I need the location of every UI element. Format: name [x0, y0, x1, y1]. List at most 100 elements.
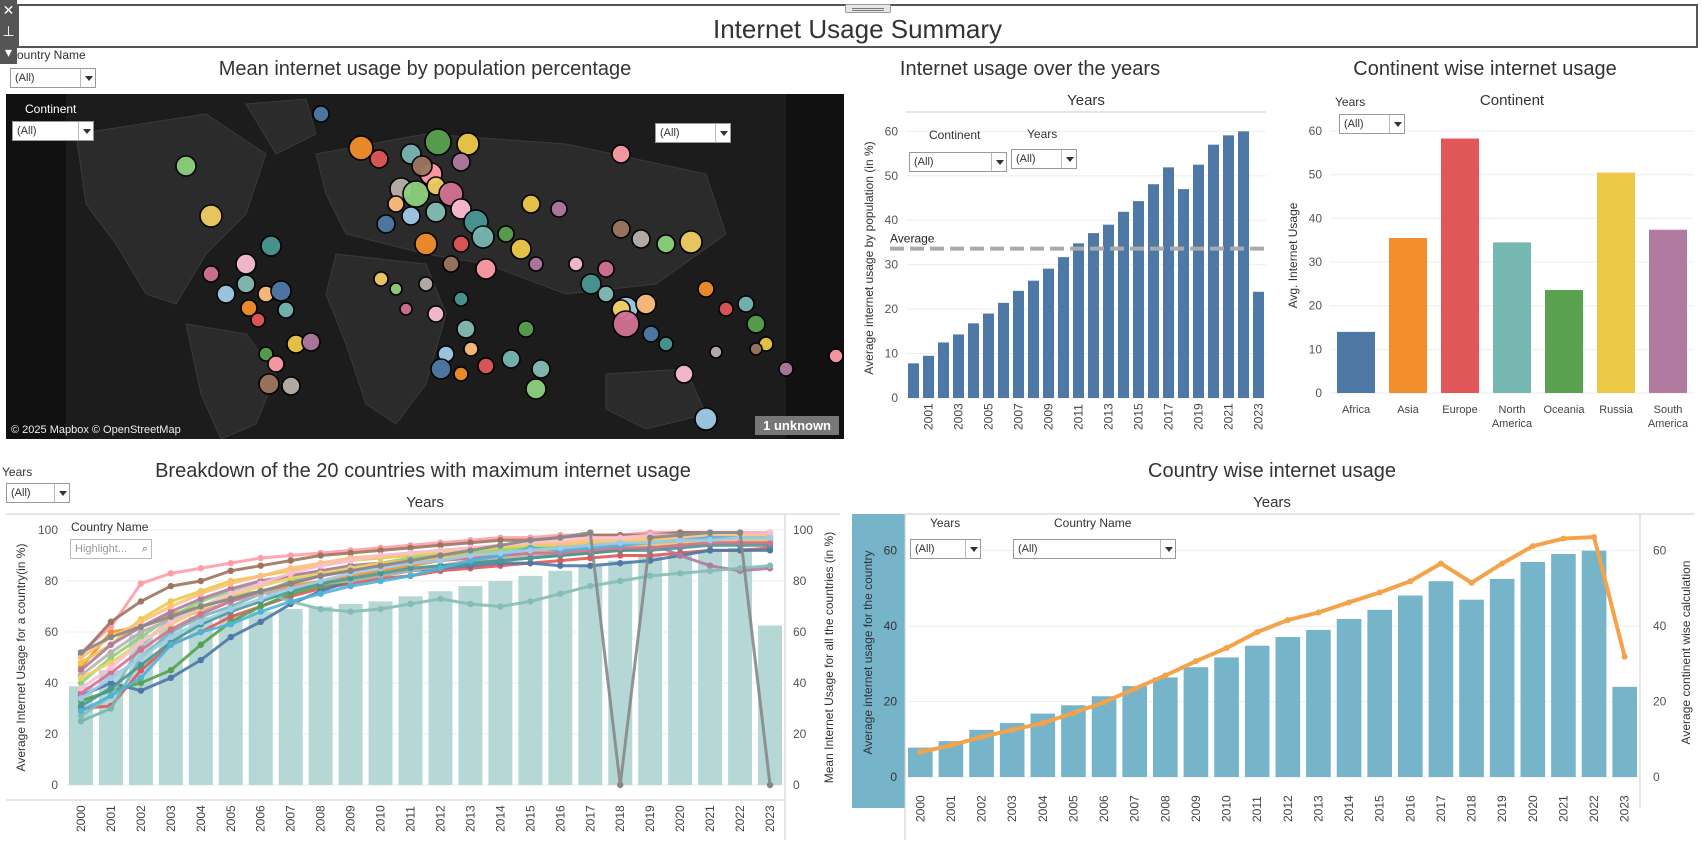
country-marker: [427, 305, 445, 323]
series-point: [197, 590, 205, 597]
map-view[interactable]: © 2025 Mapbox © OpenStreetMap 1 unknown: [6, 94, 844, 439]
chevron-down-icon[interactable]: [991, 153, 1006, 171]
country-marker: [679, 230, 703, 254]
bar: [1545, 289, 1583, 393]
x-tick-label: 2022: [1587, 795, 1601, 822]
y-tick-label: 60: [1309, 124, 1323, 138]
y-axis-label: Average internet usage for the country: [861, 551, 875, 755]
drag-handle-icon[interactable]: [845, 4, 891, 13]
top20-header: Years: [406, 494, 444, 511]
country-marker: [597, 285, 615, 303]
years-years-filter-label: Years: [1027, 127, 1058, 141]
chevron-down-icon[interactable]: [1160, 540, 1175, 558]
continent-years-filter[interactable]: (All): [1339, 114, 1405, 134]
chevron-down-icon[interactable]: [78, 122, 93, 140]
country-marker: [531, 359, 551, 379]
map-canvas[interactable]: [6, 94, 844, 439]
series-point: [377, 562, 384, 569]
years-chart[interactable]: Years 0 10 20 30 40 50 60 Average internet usage…: [850, 88, 1270, 438]
pin-icon[interactable]: ⊥: [2, 23, 15, 39]
top20-years-filter[interactable]: (All): [6, 483, 70, 503]
bar: [1253, 291, 1264, 398]
landmass: [605, 368, 707, 430]
y-tick-label: 50: [885, 169, 899, 183]
y-tick-label: 40: [885, 213, 899, 227]
series-point: [736, 529, 744, 536]
y-axis-label: Average internet usage by population (in…: [862, 141, 876, 374]
series-point: [377, 570, 384, 577]
line-point: [1560, 535, 1567, 542]
y2-tick-label: 20: [793, 727, 807, 741]
x-tick-label: 2003: [952, 403, 966, 430]
bar: [1118, 211, 1129, 398]
map-continent-filter[interactable]: (All): [12, 121, 94, 141]
country-marker: [709, 345, 723, 359]
bar: [953, 334, 964, 398]
map-years-filter[interactable]: (All): [655, 123, 731, 143]
country-marker: [301, 332, 321, 352]
country-years-filter-label: Years: [930, 516, 961, 530]
chevron-down-icon[interactable]: [965, 540, 980, 558]
y2-tick-label: 100: [793, 523, 813, 537]
country-country-filter[interactable]: (All): [1013, 539, 1176, 559]
years-continent-filter[interactable]: (All): [909, 152, 1007, 172]
y2-tick-label: 40: [793, 676, 807, 690]
series-point: [227, 567, 234, 574]
series-point: [107, 684, 115, 692]
continent-chart[interactable]: Continent 0 10 20 30 40 50 60 Avg. Internet Usag…: [1280, 88, 1700, 438]
series-point: [227, 590, 234, 597]
x-tick-label: 2001: [104, 805, 118, 832]
bar: [1337, 331, 1375, 393]
country-marker: [658, 336, 674, 352]
menu-down-icon[interactable]: ▾: [4, 44, 13, 60]
x-tick-label: 2020: [673, 805, 687, 832]
series-point: [227, 621, 234, 628]
dropdown-value: (All): [660, 127, 680, 139]
close-icon[interactable]: ✕: [2, 2, 15, 18]
line-point: [1591, 534, 1598, 541]
country-name-filter[interactable]: (All): [10, 68, 96, 88]
chevron-down-icon[interactable]: [80, 69, 95, 87]
country-marker: [401, 206, 421, 226]
series-point: [107, 705, 115, 712]
x-tick-label: 2005: [1066, 795, 1080, 822]
y-tick-label: 30: [1309, 255, 1323, 269]
highlight-search-input[interactable]: Highlight... ⌕: [70, 539, 152, 559]
country-marker: [373, 271, 389, 287]
y-tick-label: 10: [885, 347, 899, 361]
series-point: [137, 623, 145, 631]
bar: [1238, 131, 1249, 399]
series-point: [77, 674, 85, 682]
x-tick-label: 2015: [523, 805, 537, 832]
chevron-down-icon[interactable]: [1389, 115, 1404, 133]
average-label: Average: [890, 232, 935, 246]
series-point: [617, 539, 624, 546]
series-point: [317, 590, 324, 597]
y2-tick-label: 0: [1653, 770, 1660, 784]
country-marker: [389, 282, 403, 296]
chevron-down-icon[interactable]: [715, 124, 730, 142]
chevron-down-icon[interactable]: [54, 484, 69, 502]
chevron-down-icon[interactable]: [1061, 150, 1076, 168]
series-point: [497, 603, 504, 610]
series-point: [77, 707, 85, 715]
floating-toolbar: ✕ ⊥ ▾: [0, 0, 17, 64]
country-years-filter[interactable]: (All): [910, 539, 981, 559]
unknown-locations-badge[interactable]: 1 unknown: [755, 416, 839, 435]
series-point: [347, 549, 354, 557]
years-years-filter[interactable]: (All): [1011, 149, 1077, 169]
series-point: [137, 679, 145, 687]
series-point: [167, 598, 175, 605]
series-point: [137, 633, 145, 641]
years-header: Years: [1067, 92, 1105, 109]
series-point: [197, 641, 205, 648]
bar: [1306, 629, 1331, 777]
country-marker: [737, 295, 755, 313]
x-tick-label: South: [1654, 404, 1683, 416]
series-point: [77, 702, 85, 710]
series-point: [197, 656, 205, 664]
search-icon: ⌕: [141, 543, 148, 555]
series-point: [467, 557, 474, 564]
